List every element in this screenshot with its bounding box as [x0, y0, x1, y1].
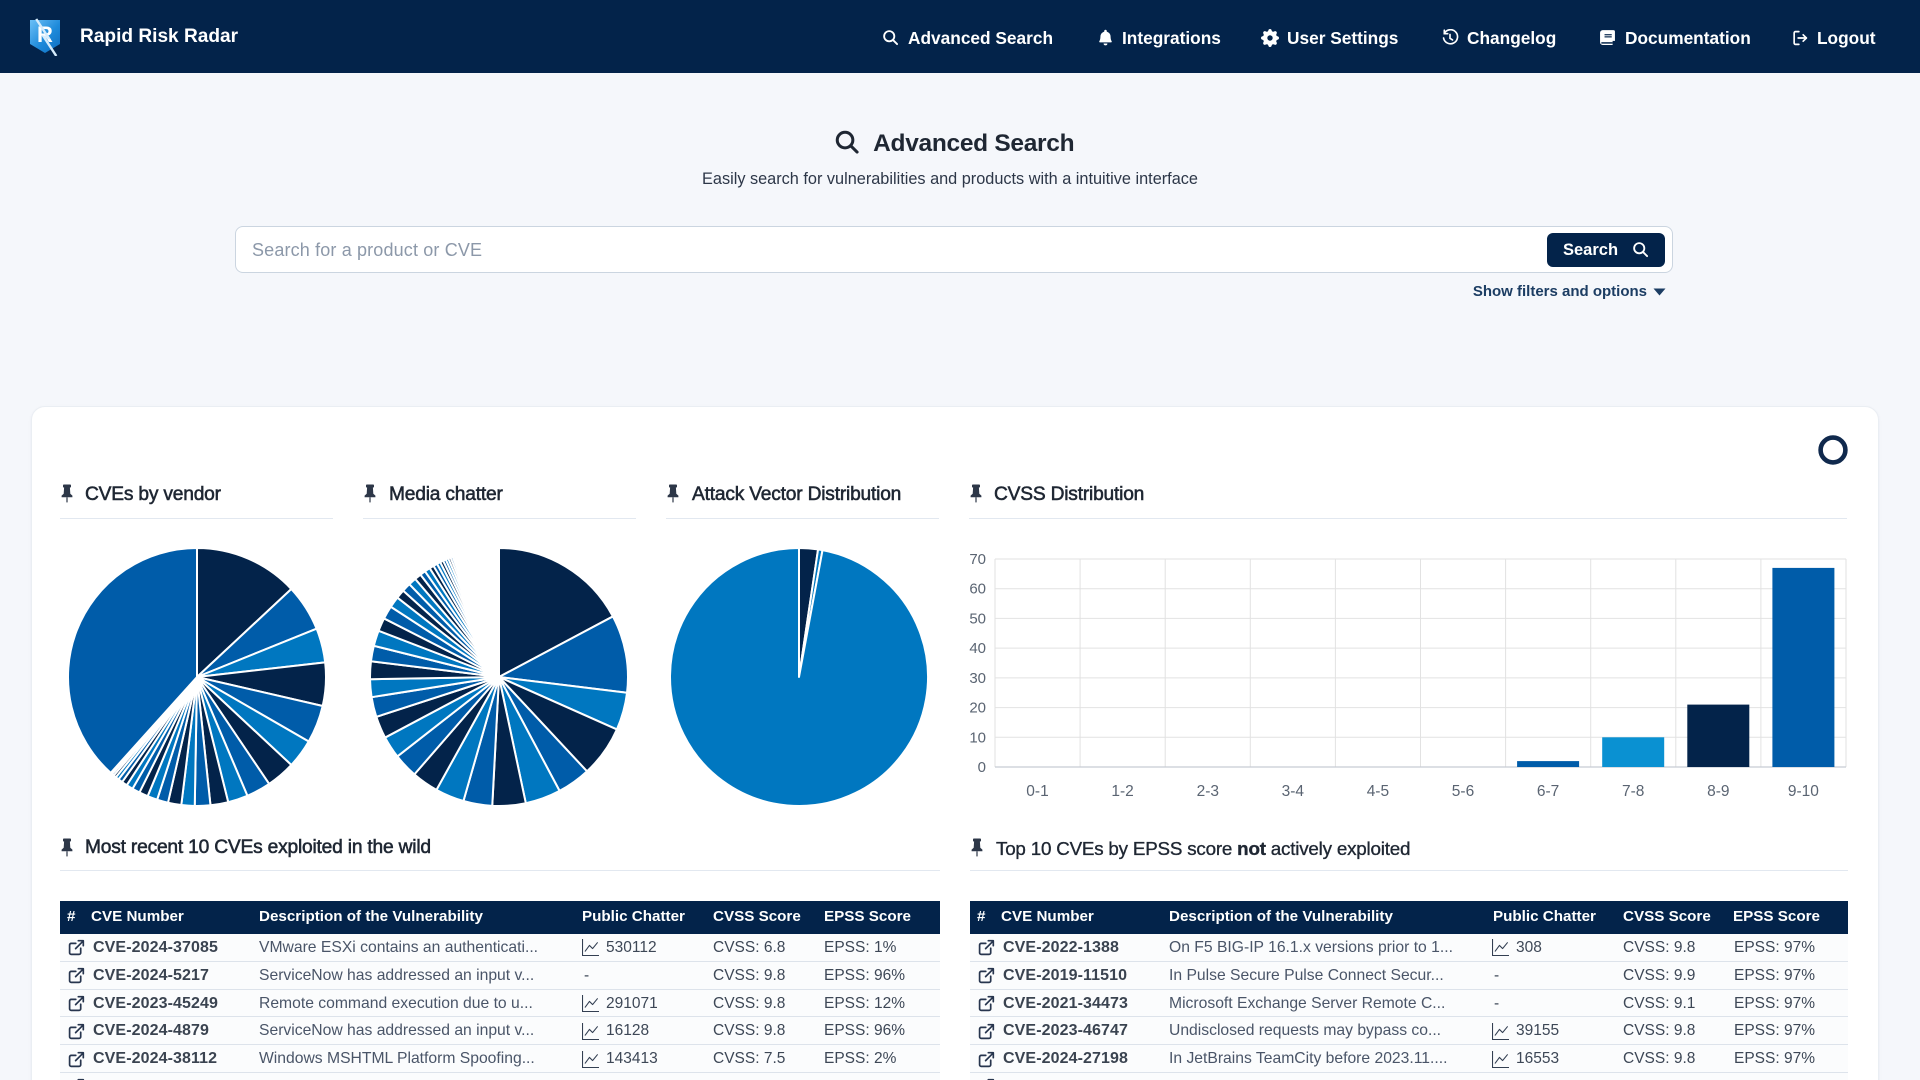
svg-text:20: 20 [969, 700, 986, 717]
svg-text:6-7: 6-7 [1537, 783, 1559, 800]
svg-text:60: 60 [969, 581, 986, 598]
svg-text:10: 10 [969, 729, 986, 746]
svg-text:5-6: 5-6 [1452, 783, 1474, 800]
svg-text:4-5: 4-5 [1367, 783, 1389, 800]
svg-text:2-3: 2-3 [1197, 783, 1219, 800]
svg-text:70: 70 [969, 551, 986, 568]
svg-text:9-10: 9-10 [1788, 783, 1819, 800]
svg-text:1-2: 1-2 [1111, 783, 1133, 800]
svg-text:0-1: 0-1 [1026, 783, 1048, 800]
svg-text:7-8: 7-8 [1622, 783, 1644, 800]
svg-text:0: 0 [978, 759, 986, 776]
svg-text:3-4: 3-4 [1282, 783, 1305, 800]
svg-text:40: 40 [969, 640, 986, 657]
svg-text:50: 50 [969, 610, 986, 627]
svg-text:30: 30 [969, 670, 986, 687]
svg-text:8-9: 8-9 [1707, 783, 1729, 800]
